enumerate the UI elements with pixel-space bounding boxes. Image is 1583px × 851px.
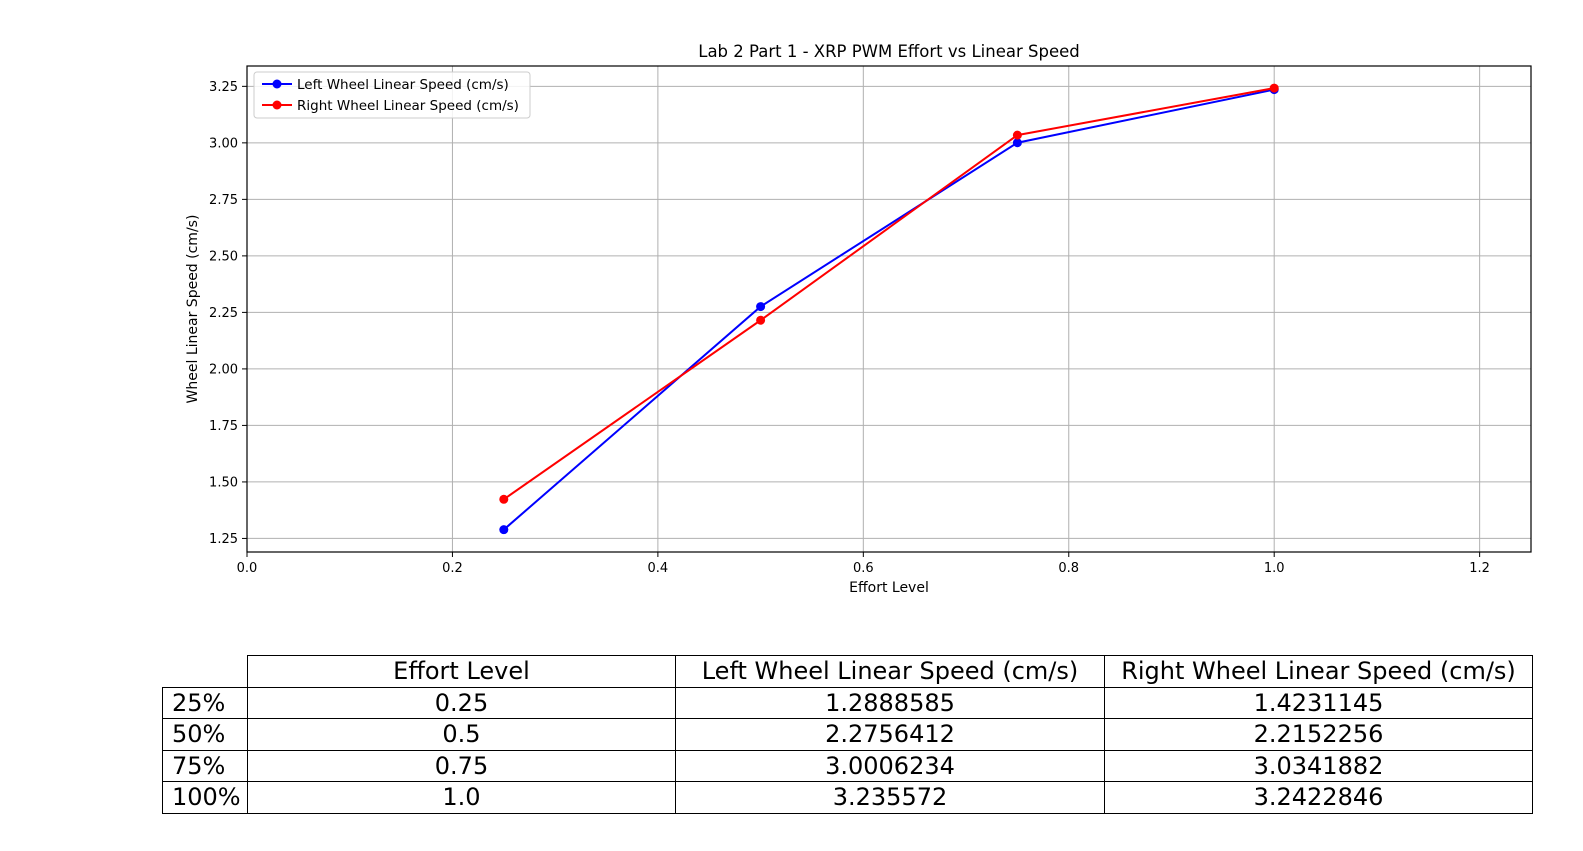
table-row: 25% 0.25 1.2888585 1.4231145 <box>162 686 1533 719</box>
table-cell: 0.75 <box>247 749 676 782</box>
data-point <box>499 494 509 504</box>
y-tick-label: 3.00 <box>209 136 238 151</box>
chart-title: Lab 2 Part 1 - XRP PWM Effort vs Linear … <box>698 42 1079 61</box>
table-cell: 3.0006234 <box>675 749 1105 782</box>
table-cell: 1.4231145 <box>1104 686 1533 719</box>
y-axis-label: Wheel Linear Speed (cm/s) <box>185 215 201 404</box>
data-point <box>756 315 766 325</box>
table-cell: 2.2152256 <box>1104 718 1533 751</box>
y-tick-label: 1.50 <box>209 475 238 490</box>
y-tick-label: 3.25 <box>209 80 238 95</box>
series-line <box>503 87 1275 501</box>
x-axis-ticks: 0.0 0.2 0.4 0.6 0.8 1.0 1.2 <box>237 552 1490 576</box>
table-row-label: 50% <box>162 718 248 751</box>
table-cell: 2.2756412 <box>675 718 1105 751</box>
table-row: 50% 0.5 2.2756412 2.2152256 <box>162 718 1533 751</box>
table-column-header: Right Wheel Linear Speed (cm/s) <box>1104 655 1533 688</box>
table-cell: 3.2422846 <box>1104 781 1533 814</box>
table-row: 75% 0.75 3.0006234 3.0341882 <box>162 749 1533 782</box>
table-cell: 1.2888585 <box>675 686 1105 719</box>
data-point <box>1012 138 1022 148</box>
series-line <box>503 88 1275 531</box>
y-tick-label: 1.75 <box>209 419 238 434</box>
table-row-label: 100% <box>162 781 248 814</box>
grid <box>246 66 1531 552</box>
data-point <box>499 525 509 535</box>
table-cell: 1.0 <box>247 781 676 814</box>
x-tick-label: 0.6 <box>853 561 874 576</box>
y-tick-label: 2.25 <box>209 306 238 321</box>
x-tick-label: 0.8 <box>1058 561 1079 576</box>
y-axis-ticks: 1.25 1.50 1.75 2.00 2.25 2.50 2.75 3.00 3.25 <box>209 80 247 547</box>
data-table: Effort Level Left Wheel Linear Speed (cm… <box>162 655 1533 814</box>
table-column-header: Left Wheel Linear Speed (cm/s) <box>675 655 1105 688</box>
x-axis-label: Effort Level <box>849 580 929 596</box>
data-point <box>1012 130 1022 140</box>
table-row-label: 75% <box>162 749 248 782</box>
table-row: 100% 1.0 3.235572 3.2422846 <box>162 781 1533 814</box>
y-tick-label: 2.00 <box>209 362 238 377</box>
y-tick-label: 2.50 <box>209 249 238 264</box>
data-point <box>756 302 766 312</box>
legend-entry-label: Left Wheel Linear Speed (cm/s) <box>297 77 509 93</box>
legend-entry-label: Right Wheel Linear Speed (cm/s) <box>297 98 519 114</box>
table-cell: 3.235572 <box>675 781 1105 814</box>
y-tick-label: 1.25 <box>209 532 238 547</box>
table-row-label: 25% <box>162 686 248 719</box>
x-tick-label: 0.4 <box>648 561 669 576</box>
table-cell: 3.0341882 <box>1104 749 1533 782</box>
data-point <box>1269 83 1279 93</box>
table-cell: 0.5 <box>247 718 676 751</box>
legend: Left Wheel Linear Speed (cm/s) Right Whee… <box>253 71 531 119</box>
table-cell: 0.25 <box>247 686 676 719</box>
plot-frame <box>246 65 1532 553</box>
x-tick-label: 1.2 <box>1469 561 1490 576</box>
x-tick-label: 1.0 <box>1264 561 1285 576</box>
y-tick-label: 2.75 <box>209 193 238 208</box>
x-tick-label: 0.2 <box>442 561 463 576</box>
legend-frame <box>253 71 531 119</box>
table-header-row: Effort Level Left Wheel Linear Speed (cm… <box>162 655 1533 688</box>
x-tick-label: 0.0 <box>237 561 258 576</box>
series-layer <box>499 83 1279 535</box>
table-column-header: Effort Level <box>247 655 676 688</box>
line-chart: 0.0 0.2 0.4 0.6 0.8 1.0 1.2 1.25 1.50 1.75 2.00 2.… <box>185 42 1532 596</box>
legend-swatch-marker <box>272 79 282 89</box>
legend-swatch-marker <box>272 100 282 110</box>
table-corner-cell <box>162 655 248 688</box>
